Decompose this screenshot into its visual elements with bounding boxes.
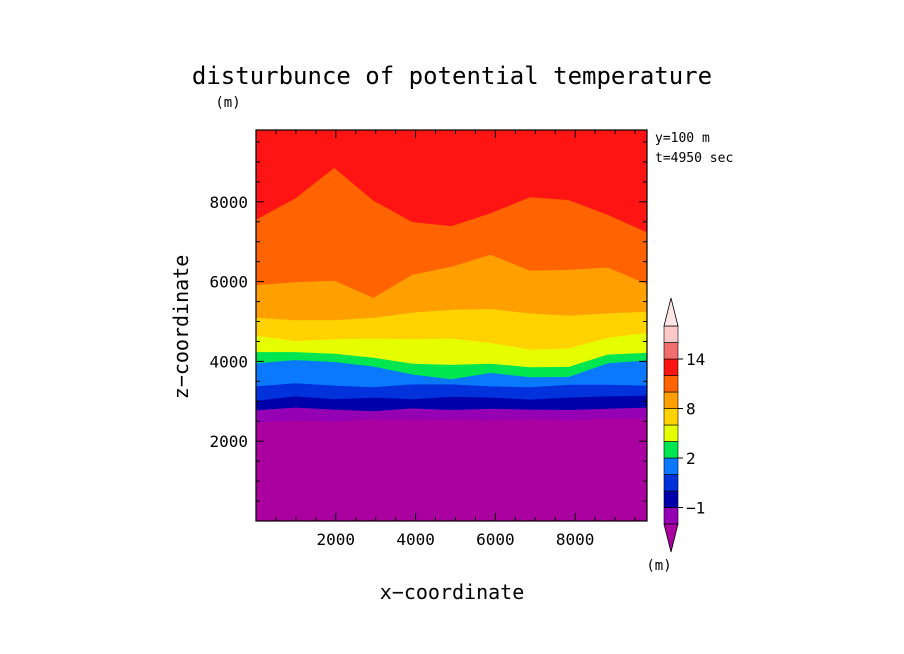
contour-band-0	[255, 418, 648, 522]
y-tick-label: 8000	[209, 193, 248, 212]
colorbar-segment	[663, 375, 679, 393]
colorbar: −1 2 8 14	[663, 297, 705, 553]
annotation-y: y=100 m	[655, 131, 710, 146]
colorbar-segment	[663, 507, 679, 525]
colorbar-tick-label: 2	[686, 449, 696, 468]
x-tick-label: 2000	[317, 530, 356, 549]
colorbar-segment	[663, 474, 679, 492]
colorbar-segment	[663, 325, 679, 343]
colorbar-tick-label: 8	[686, 400, 696, 419]
colorbar-under-arrow	[663, 523, 679, 553]
colorbar-segment	[663, 457, 679, 475]
colorbar-over-arrow	[663, 297, 679, 327]
plot-frame	[255, 129, 648, 522]
colorbar-tick-label: −1	[686, 499, 705, 518]
title-unit: (m)	[215, 95, 240, 111]
chart-title: disturbunce of potential temperature	[192, 62, 712, 90]
x-tick-label: 6000	[476, 530, 515, 549]
annotation-t: t=4950 sec	[655, 151, 733, 166]
colorbar-segment	[663, 391, 679, 409]
colorbar-segment	[663, 408, 679, 426]
x-tick-label: 4000	[396, 530, 435, 549]
x-tick-label: 8000	[556, 530, 595, 549]
colorbar-segment	[663, 424, 679, 442]
y-axis: 2000 4000 6000 8000	[209, 141, 647, 502]
colorbar-unit: (m)	[646, 558, 671, 574]
y-tick-label: 2000	[209, 432, 248, 451]
contour-bands	[255, 129, 648, 522]
colorbar-segment	[663, 441, 679, 459]
x-axis-label: x−coordinate	[380, 580, 525, 604]
colorbar-segment	[663, 490, 679, 508]
y-tick-label: 4000	[209, 352, 248, 371]
colorbar-segment	[663, 358, 679, 376]
colorbar-tick-label: 14	[686, 350, 705, 369]
y-tick-label: 6000	[209, 273, 248, 292]
y-axis-label: z−coordinate	[169, 255, 193, 400]
colorbar-segment	[663, 342, 679, 360]
x-axis: 2000 4000 6000 8000	[275, 130, 636, 549]
